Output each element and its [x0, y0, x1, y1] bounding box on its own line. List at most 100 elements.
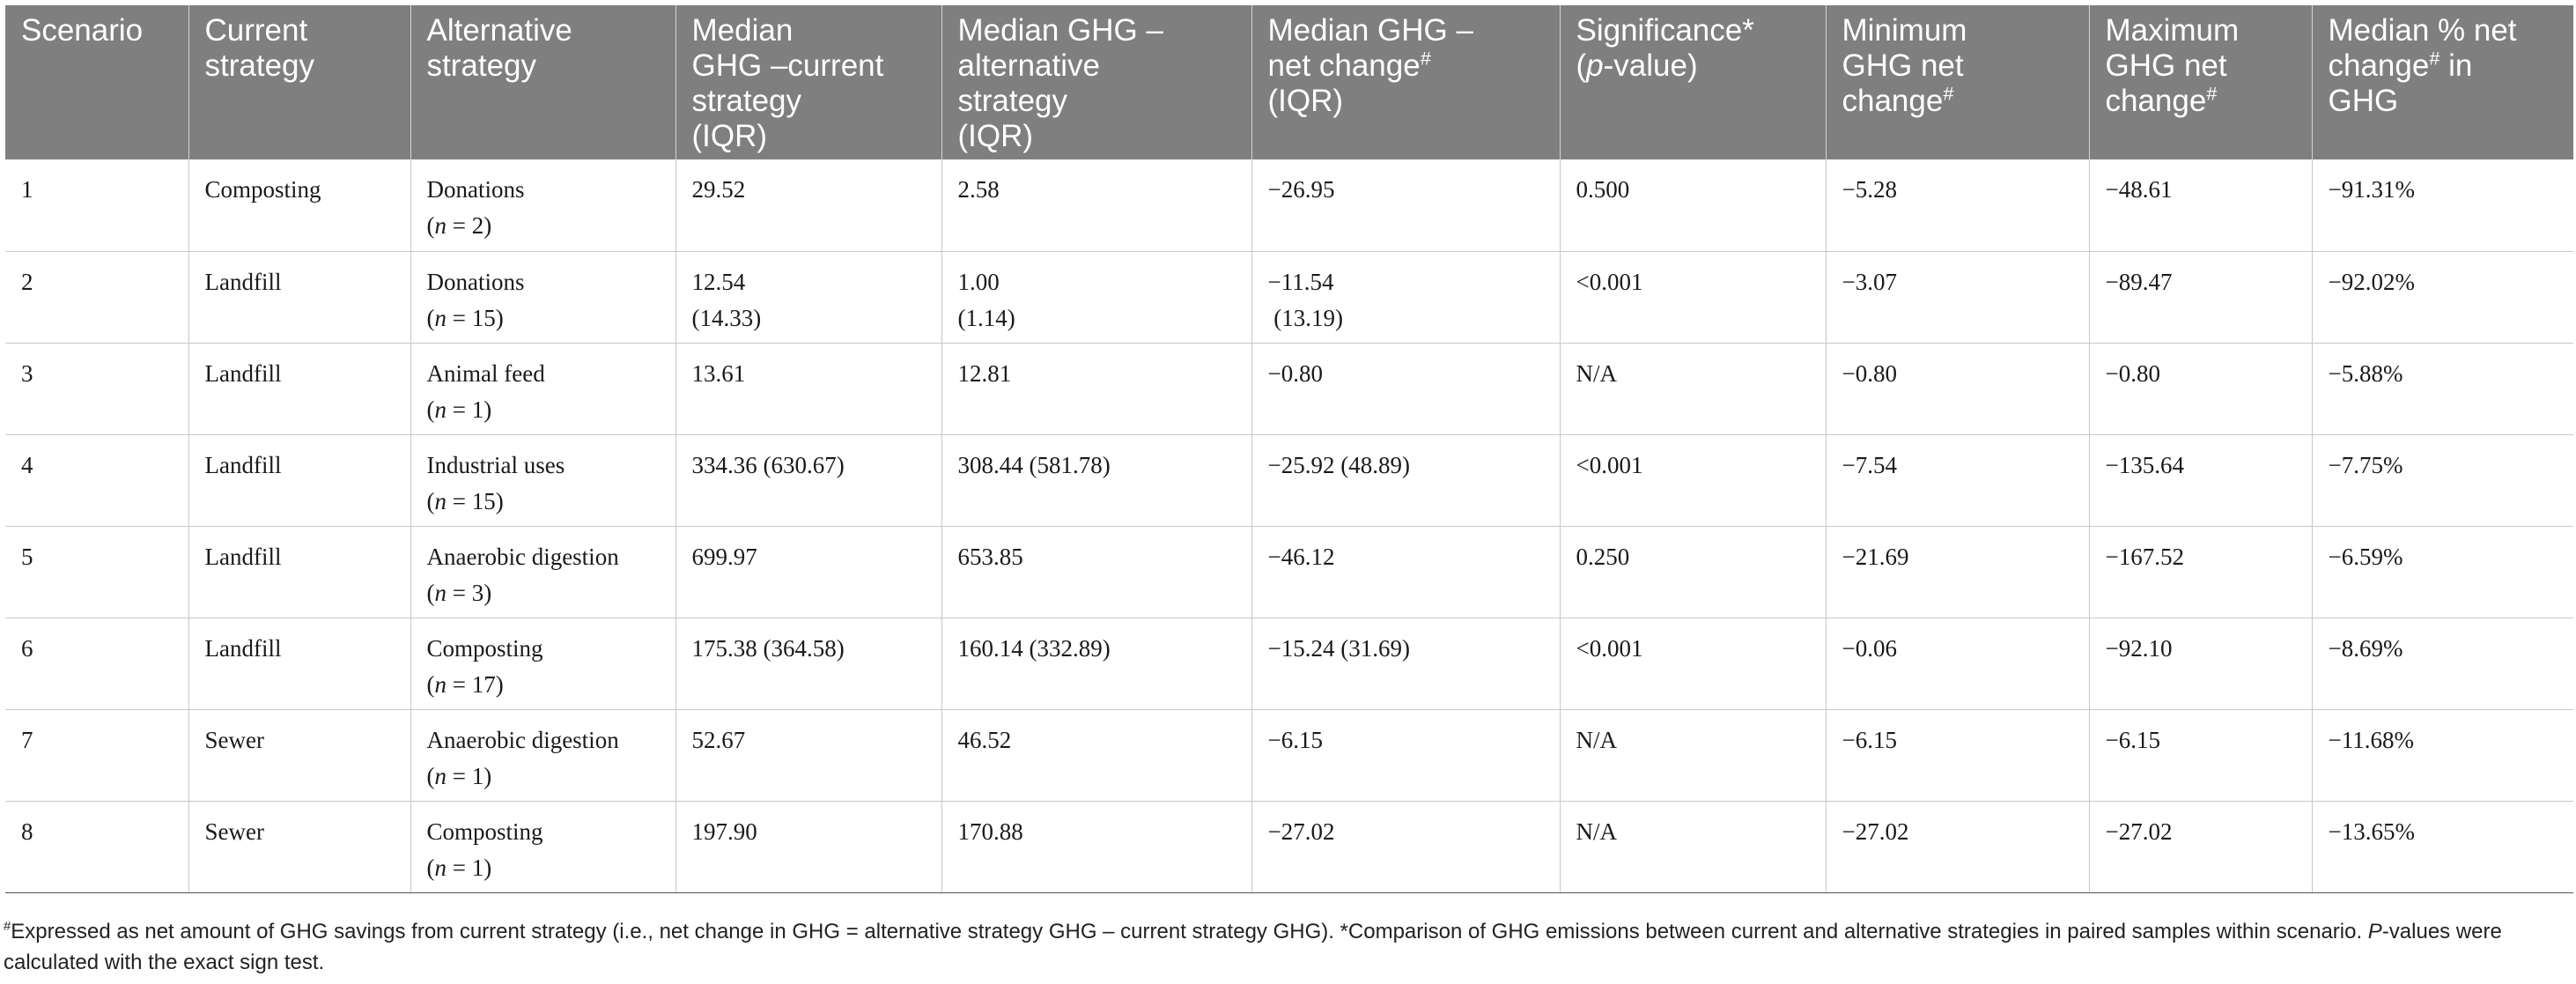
- cell-median-ghg-net-change-line: −6.15: [1267, 726, 1323, 753]
- cell-median-pct-net-change-text: −13.65%: [2328, 818, 2415, 845]
- cell-current-strategy-text: Landfill: [204, 268, 282, 295]
- cell-median-ghg-alternative-line: 2.58: [957, 176, 1000, 203]
- sample-size-value: = 15): [447, 487, 504, 514]
- cell-median-ghg-current-line: 197.90: [691, 818, 757, 845]
- cell-significance: <0.001: [1559, 618, 1826, 710]
- sample-size: (n = 17): [427, 667, 660, 703]
- sample-size-n: n: [434, 487, 447, 514]
- header-minimum-ghg-net-change: Minimum GHG net change#: [1825, 5, 2089, 159]
- cell-alternative-strategy: Donations (n = 15): [410, 251, 675, 344]
- cell-median-ghg-alternative: 12.81: [941, 343, 1251, 435]
- sample-size: (n = 1): [427, 392, 660, 428]
- cell-median-pct-net-change: −5.88%: [2311, 343, 2573, 435]
- cell-median-ghg-net-change: −27.02: [1251, 801, 1560, 893]
- table-row: 5 Landfill Anaerobic digestion (n = 3) 699.9…: [5, 526, 2573, 618]
- cell-median-ghg-current-line: 175.38 (364.58): [691, 634, 845, 662]
- cell-minimum-net-change: −6.15: [1825, 709, 2089, 802]
- alternative-name: Composting: [426, 818, 543, 845]
- alternative-name: Composting: [426, 634, 543, 662]
- header-scenario: Scenario: [5, 5, 188, 159]
- cell-maximum-net-change: −92.10: [2088, 618, 2312, 710]
- cell-median-ghg-net-change: −25.92 (48.89): [1251, 434, 1560, 527]
- cell-scenario-text: 7: [21, 726, 33, 753]
- cell-minimum-net-change-text: −0.80: [1842, 359, 1897, 387]
- cell-median-ghg-net-change-line: −25.92 (48.89): [1267, 451, 1410, 478]
- cell-median-ghg-current-line: 52.67: [691, 726, 746, 753]
- cell-significance: 0.500: [1559, 159, 1826, 252]
- cell-median-pct-net-change: −6.59%: [2311, 526, 2573, 618]
- cell-scenario: 5: [5, 526, 188, 618]
- cell-scenario-text: 3: [21, 359, 33, 387]
- sample-size-value: = 1): [447, 854, 492, 881]
- header-current-strategy: Current strategy: [188, 5, 410, 159]
- cell-current-strategy: Composting: [188, 159, 410, 252]
- header-maximum-ghg-net-change: Maximum GHG net change#: [2088, 5, 2312, 159]
- cell-current-strategy-text: Landfill: [204, 451, 282, 478]
- sample-size: (n = 1): [427, 850, 660, 886]
- cell-current-strategy-text: Landfill: [204, 543, 282, 570]
- cell-maximum-net-change: −27.02: [2088, 801, 2312, 893]
- cell-median-pct-net-change-text: −92.02%: [2328, 268, 2415, 295]
- cell-significance: N/A: [1559, 343, 1826, 435]
- sample-size: (n = 1): [427, 758, 660, 795]
- cell-median-ghg-net-change: −26.95: [1251, 159, 1560, 252]
- cell-scenario: 7: [5, 709, 188, 802]
- cell-median-ghg-net-change: −0.80: [1251, 343, 1560, 435]
- cell-median-ghg-alternative: 653.85: [941, 526, 1251, 618]
- cell-median-pct-net-change: −91.31%: [2311, 159, 2573, 252]
- ghg-results-table: Scenario Current strategy Alternative st…: [5, 5, 2573, 893]
- cell-median-ghg-net-change-line: −26.95: [1267, 176, 1335, 203]
- sample-size-value: = 2): [447, 212, 492, 239]
- sample-size-open: (: [426, 396, 435, 423]
- header-median-ghg-alternative: Median GHG – alternative strategy (IQR): [941, 5, 1251, 159]
- cell-minimum-net-change: −7.54: [1825, 434, 2089, 527]
- cell-median-pct-net-change-text: −11.68%: [2328, 726, 2414, 753]
- cell-maximum-net-change-text: −27.02: [2105, 818, 2173, 845]
- alternative-name: Anaerobic digestion: [426, 726, 619, 753]
- cell-alternative-strategy: Donations (n = 2): [410, 159, 675, 252]
- cell-median-ghg-net-change-line: −27.02: [1267, 818, 1335, 845]
- table-row: 7 Sewer Anaerobic digestion (n = 1) 52.67 46.…: [5, 709, 2573, 802]
- cell-minimum-net-change: −27.02: [1825, 801, 2089, 893]
- alternative-name: Industrial uses: [426, 451, 565, 478]
- cell-scenario-text: 4: [21, 451, 33, 478]
- cell-median-pct-net-change-text: −6.59%: [2328, 543, 2403, 570]
- cell-current-strategy: Landfill: [188, 526, 410, 618]
- cell-minimum-net-change-text: −6.15: [1842, 726, 1897, 753]
- cell-scenario-text: 2: [21, 268, 33, 295]
- cell-median-ghg-alternative-line: 12.81: [957, 359, 1012, 387]
- cell-scenario-text: 8: [21, 818, 33, 845]
- header-min-change-line: change#: [1842, 82, 1954, 118]
- cell-current-strategy: Landfill: [188, 618, 410, 710]
- sample-size-value: = 15): [447, 304, 504, 331]
- cell-median-ghg-current-line: 13.61: [691, 359, 746, 387]
- table-row: 8 Sewer Composting (n = 1) 197.90 170.88 −27.0…: [5, 801, 2573, 893]
- cell-maximum-net-change-text: −89.47: [2105, 268, 2173, 295]
- cell-median-ghg-current: 197.90: [675, 801, 941, 893]
- header-net-change-line: net change#: [1267, 47, 1431, 83]
- cell-median-ghg-current-line: 699.97: [691, 543, 757, 570]
- cell-median-ghg-alternative: 170.88: [941, 801, 1251, 893]
- cell-maximum-net-change: −48.61: [2088, 159, 2312, 252]
- sample-size-open: (: [426, 670, 435, 698]
- cell-median-ghg-alternative: 160.14 (332.89): [941, 618, 1251, 710]
- cell-median-ghg-current: 334.36 (630.67): [675, 434, 941, 527]
- cell-median-ghg-current: 13.61: [675, 343, 941, 435]
- cell-median-ghg-alternative-line: 653.85: [957, 543, 1023, 570]
- cell-median-ghg-alternative-line: 160.14 (332.89): [957, 634, 1111, 662]
- cell-median-pct-net-change: −8.69%: [2311, 618, 2573, 710]
- cell-minimum-net-change-text: −3.07: [1842, 268, 1897, 295]
- cell-alternative-strategy: Animal feed (n = 1): [410, 343, 675, 435]
- cell-significance-text: <0.001: [1576, 268, 1643, 295]
- table-row: 3 Landfill Animal feed (n = 1) 13.61 12.81 −0.…: [5, 343, 2573, 435]
- cell-current-strategy: Landfill: [188, 434, 410, 527]
- sample-size-n: n: [434, 670, 447, 698]
- sample-size-n: n: [434, 212, 447, 239]
- cell-significance-text: <0.001: [1576, 634, 1643, 662]
- table-row: 2 Landfill Donations (n = 15) 12.54 (14.33) 1.…: [5, 251, 2573, 344]
- cell-current-strategy-text: Landfill: [204, 359, 282, 387]
- sample-size-value: = 17): [447, 670, 504, 698]
- cell-median-ghg-net-change: −11.54 (13.19): [1251, 251, 1560, 344]
- sample-size-value: = 1): [447, 396, 492, 423]
- cell-maximum-net-change: −167.52: [2088, 526, 2312, 618]
